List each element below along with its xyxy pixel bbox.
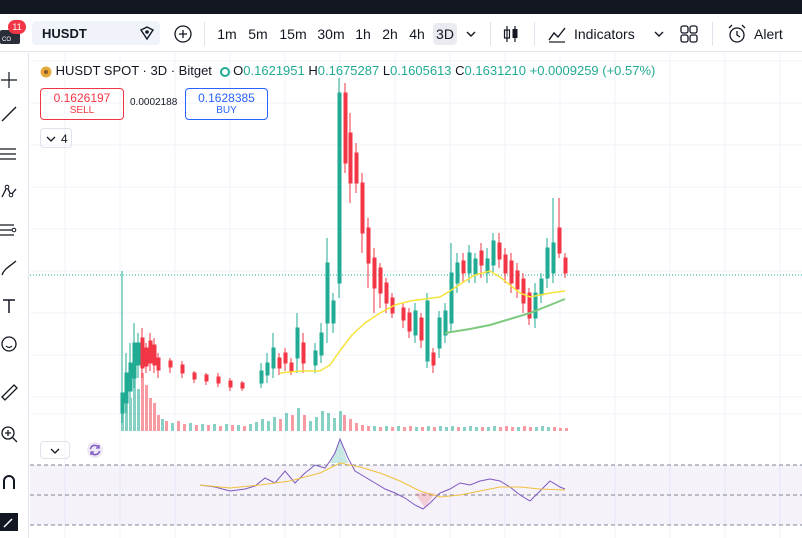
indicators-button[interactable]: Indicators (574, 26, 635, 42)
interval-15m[interactable]: 15m (279, 26, 307, 42)
indicator-count: 4 (61, 132, 68, 146)
buy-button[interactable]: 0.1628385 BUY (185, 88, 268, 120)
pattern-tool-icon[interactable] (0, 183, 18, 201)
ma-fast-line (279, 270, 566, 374)
lock-drawing-icon[interactable] (0, 513, 18, 531)
interval-30m[interactable]: 30m (317, 26, 345, 42)
symbol-logo-icon (40, 66, 52, 78)
trend-line-icon[interactable] (0, 105, 18, 123)
chart-gridlines (30, 53, 802, 538)
market-open-dot-icon (219, 66, 230, 77)
interval-1m[interactable]: 1m (217, 26, 237, 42)
pane-collapse-toggle[interactable] (40, 441, 70, 459)
alert-button[interactable]: Alert (754, 26, 783, 42)
svg-text:CO: CO (2, 37, 11, 43)
interval-4h[interactable]: 4h (409, 26, 425, 42)
legend-open-value: 0.1621951 (243, 63, 305, 78)
crosshair-icon[interactable] (0, 71, 18, 89)
legend-high-label: H (308, 63, 318, 78)
toolbar-divider (204, 22, 205, 46)
text-tool-icon[interactable] (0, 297, 18, 315)
zoom-in-icon[interactable] (0, 425, 18, 443)
emoji-icon[interactable] (0, 335, 18, 353)
top-toolbar: CO 11 HUSDT 1m 5m 15m 30m 1h 2h 4h 3D In… (0, 14, 802, 52)
ruler-icon[interactable] (0, 383, 18, 401)
symbol-flag-icon[interactable] (138, 24, 156, 42)
price-chart[interactable] (30, 53, 802, 538)
buy-label: BUY (216, 105, 237, 116)
symbol-name: HUSDT (42, 26, 87, 41)
fib-retracement-icon[interactable] (0, 145, 18, 163)
legend-symbol-title[interactable]: HUSDT SPOT · 3D · Bitget (55, 63, 212, 78)
chevron-down-icon (50, 448, 60, 454)
legend-change: +0.0009259 (+0.57%) (529, 63, 656, 78)
candlestick-chart-type-icon[interactable] (500, 23, 522, 45)
sell-label: SELL (69, 105, 95, 116)
toolbar-divider (490, 22, 491, 46)
interval-3d[interactable]: 3D (433, 23, 457, 45)
toolbar-divider (28, 53, 29, 538)
layout-grid-icon[interactable] (678, 23, 700, 45)
chart-legend: HUSDT SPOT · 3D · Bitget O0.1621951 H0.1… (40, 63, 655, 78)
indicators-collapse-toggle[interactable]: 4 (40, 128, 72, 148)
symbol-search[interactable]: HUSDT (32, 21, 160, 45)
notification-badge: 11 (8, 20, 26, 34)
legend-low-label: L (382, 63, 391, 78)
legend-close-value: 0.1631210 (464, 63, 526, 78)
interval-dropdown-chevron-icon[interactable] (460, 23, 482, 45)
indicators-chevron-icon[interactable] (648, 23, 670, 45)
legend-open-label: O (233, 63, 244, 78)
interval-2h[interactable]: 2h (382, 26, 398, 42)
app-logo[interactable]: CO 11 (0, 20, 26, 46)
interval-5m[interactable]: 5m (248, 26, 268, 42)
candlesticks (120, 78, 568, 423)
interval-1h[interactable]: 1h (355, 26, 371, 42)
spread-value: 0.0002188 (130, 97, 178, 108)
legend-low-value: 0.1605613 (390, 63, 452, 78)
alarm-clock-icon[interactable] (726, 23, 748, 45)
ma-slow-line (444, 298, 566, 334)
chevron-down-icon (46, 136, 56, 142)
compare-add-icon[interactable] (172, 23, 194, 45)
indicators-icon[interactable] (546, 23, 568, 45)
sell-price: 0.1626197 (53, 91, 111, 105)
sell-button[interactable]: 0.1626197 SELL (40, 88, 124, 120)
refresh-icon[interactable] (86, 441, 104, 459)
buy-price: 0.1628385 (198, 91, 255, 105)
rsi-pane (30, 437, 802, 526)
legend-close-label: C (455, 63, 465, 78)
toolbar-divider (534, 22, 535, 46)
prediction-tool-icon[interactable] (0, 221, 18, 239)
legend-high-value: 0.1675287 (317, 63, 380, 78)
brush-tool-icon[interactable] (0, 259, 18, 277)
toolbar-divider (712, 22, 713, 46)
window-top-strip (0, 0, 802, 14)
magnet-icon[interactable] (0, 473, 18, 491)
drawing-toolbar (0, 53, 22, 538)
volume-bars (121, 369, 568, 431)
